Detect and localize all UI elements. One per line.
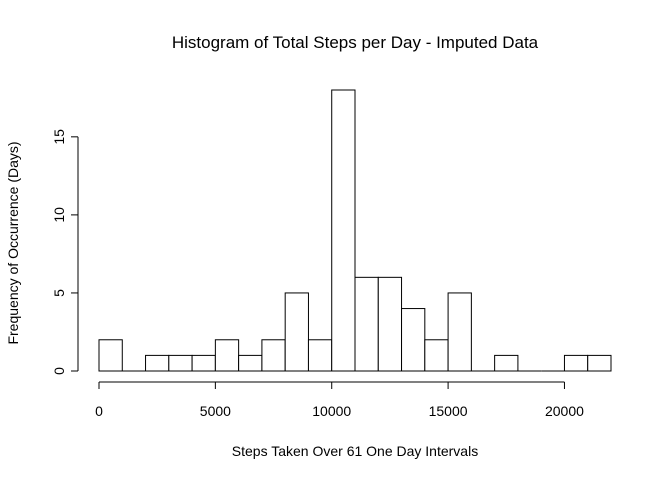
histogram-bar xyxy=(261,339,286,372)
x-tick-label: 20000 xyxy=(545,403,584,419)
x-tick-label: 15000 xyxy=(429,403,468,419)
histogram-bar xyxy=(214,339,240,372)
x-tick-label: 0 xyxy=(95,403,103,419)
histogram-bar xyxy=(377,276,403,372)
histogram-bar xyxy=(307,339,333,372)
histogram-bar xyxy=(587,354,612,372)
y-tick-label: 0 xyxy=(51,367,67,375)
histogram-bar xyxy=(424,339,449,372)
chart-title: Histogram of Total Steps per Day - Imput… xyxy=(172,33,539,52)
histogram-bar xyxy=(563,354,589,372)
y-tick-label: 5 xyxy=(51,289,67,297)
x-axis-label: Steps Taken Over 61 One Day Intervals xyxy=(232,443,478,459)
y-axis-label: Frequency of Occurrence (Days) xyxy=(5,141,21,344)
histogram-bar xyxy=(191,354,216,372)
y-axis: 0 5 10 15 xyxy=(51,129,79,375)
histogram-bar xyxy=(494,354,519,372)
histogram-bar xyxy=(331,89,356,372)
histogram-bar xyxy=(447,292,472,372)
histogram-bar xyxy=(284,292,309,372)
histogram-bar xyxy=(354,276,379,372)
x-tick-label: 10000 xyxy=(312,403,351,419)
x-axis: 0 5000 10000 15000 20000 xyxy=(95,381,584,419)
y-tick-label: 15 xyxy=(51,129,67,145)
histogram-bar xyxy=(238,354,263,372)
histogram-bar xyxy=(145,354,170,372)
histogram-bars xyxy=(98,89,612,372)
histogram-bar xyxy=(401,308,426,372)
y-tick-label: 10 xyxy=(51,207,67,223)
histogram-bar xyxy=(168,354,193,372)
histogram-bar xyxy=(98,339,123,372)
x-tick-label: 5000 xyxy=(200,403,231,419)
